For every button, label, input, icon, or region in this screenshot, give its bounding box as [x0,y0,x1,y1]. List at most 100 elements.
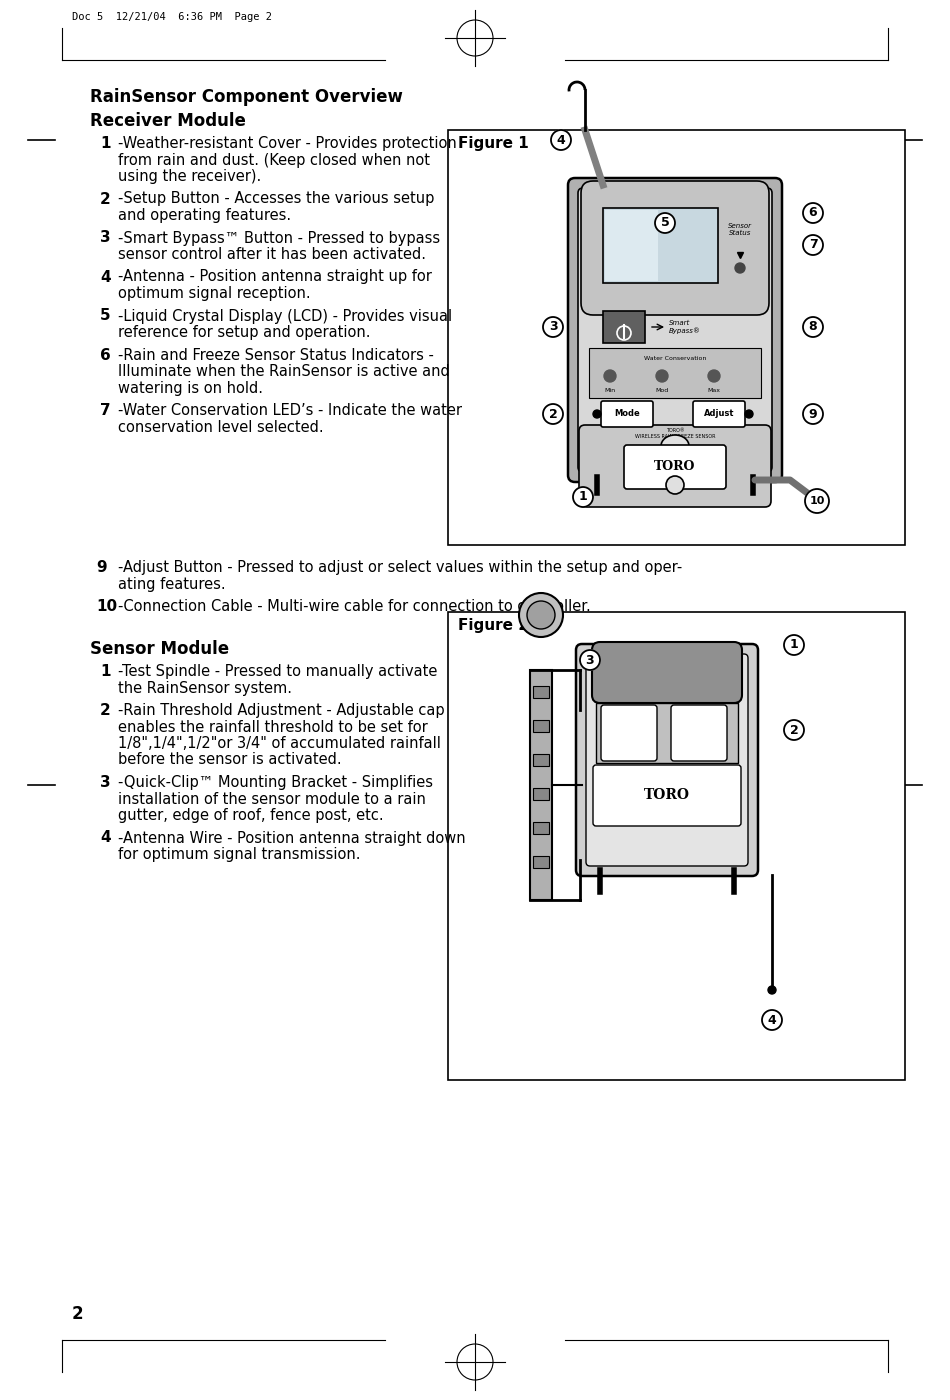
Ellipse shape [661,435,689,456]
Bar [589,349,761,398]
Text: 2: 2 [549,407,558,420]
Circle shape [803,316,823,337]
FancyBboxPatch shape [578,188,772,472]
Text: 5: 5 [100,308,110,323]
Bar [533,686,549,699]
FancyBboxPatch shape [624,445,726,489]
Text: from rain and dust. (Keep closed when not: from rain and dust. (Keep closed when no… [118,153,430,168]
Text: -Antenna Wire - Position antenna straight down: -Antenna Wire - Position antenna straigh… [118,830,466,846]
Text: 7: 7 [100,403,110,419]
Text: 1: 1 [100,136,110,151]
Text: 1: 1 [789,638,798,651]
Text: 3: 3 [100,776,110,790]
Text: 2: 2 [100,703,111,718]
FancyBboxPatch shape [593,764,741,826]
Text: reference for setup and operation.: reference for setup and operation. [118,325,370,340]
Circle shape [655,213,675,232]
FancyBboxPatch shape [592,643,742,703]
Circle shape [803,405,823,424]
Text: ating features.: ating features. [118,577,226,591]
Text: -Quick-Clip™ Mounting Bracket - Simplifies: -Quick-Clip™ Mounting Bracket - Simplifi… [118,776,433,790]
Text: 2: 2 [72,1305,84,1323]
Circle shape [805,489,829,512]
Bar [448,130,905,545]
Circle shape [604,370,616,382]
Text: 3: 3 [549,321,558,333]
Text: -Water Conservation LED’s - Indicate the water: -Water Conservation LED’s - Indicate the… [118,403,462,419]
Text: using the receiver).: using the receiver). [118,169,261,183]
FancyBboxPatch shape [581,181,769,315]
Text: 1: 1 [579,490,587,504]
Circle shape [768,986,776,994]
Text: -Rain Threshold Adjustment - Adjustable cap: -Rain Threshold Adjustment - Adjustable … [118,703,445,718]
Text: Sensor Module: Sensor Module [90,640,229,658]
Text: Mod: Mod [656,388,669,393]
Text: -Setup Button - Accesses the various setup: -Setup Button - Accesses the various set… [118,192,434,206]
FancyBboxPatch shape [576,644,758,876]
Bar [533,755,549,766]
Text: 10: 10 [809,496,825,505]
Bar [533,822,549,834]
Text: optimum signal reception.: optimum signal reception. [118,286,311,301]
Text: 1/8",1/4",1/2"or 3/4" of accumulated rainfall: 1/8",1/4",1/2"or 3/4" of accumulated rai… [118,736,441,750]
FancyBboxPatch shape [579,426,771,507]
Circle shape [745,410,753,419]
Text: Illuminate when the RainSensor is active and: Illuminate when the RainSensor is active… [118,364,449,379]
Circle shape [656,370,668,382]
Text: 5: 5 [660,217,670,230]
Text: 1: 1 [100,664,110,679]
Text: 4: 4 [100,830,110,846]
Text: Mode: Mode [614,409,640,419]
Circle shape [543,316,563,337]
Text: 6: 6 [100,347,111,363]
Text: 4: 4 [100,269,110,284]
Text: Water Conservation: Water Conservation [644,356,706,361]
Bar [533,855,549,868]
Text: 2: 2 [100,192,111,206]
Circle shape [527,601,555,629]
Circle shape [580,650,600,671]
Text: 9: 9 [96,560,106,575]
Text: 4: 4 [768,1014,776,1026]
Text: -Connection Cable - Multi-wire cable for connection to controller.: -Connection Cable - Multi-wire cable for… [118,599,591,615]
Circle shape [762,1009,782,1030]
Text: -Antenna - Position antenna straight up for: -Antenna - Position antenna straight up … [118,269,432,284]
Text: 2: 2 [789,724,798,736]
Circle shape [551,130,571,150]
Text: installation of the sensor module to a rain: installation of the sensor module to a r… [118,791,426,806]
Bar [530,671,552,900]
Text: Figure 2: Figure 2 [458,617,529,633]
Text: TORO: TORO [644,788,690,802]
Text: Max: Max [708,388,720,393]
Text: RainSensor Component Overview: RainSensor Component Overview [90,88,403,106]
Text: 6: 6 [808,206,817,220]
Text: Receiver Module: Receiver Module [90,112,246,130]
Text: -Liquid Crystal Display (LCD) - Provides visual: -Liquid Crystal Display (LCD) - Provides… [118,308,452,323]
Text: 9: 9 [808,407,817,420]
Circle shape [543,405,563,424]
Circle shape [519,594,563,637]
Text: 10: 10 [96,599,117,615]
Text: sensor control after it has been activated.: sensor control after it has been activat… [118,246,426,262]
FancyBboxPatch shape [693,400,745,427]
Bar [603,209,718,283]
Text: -Smart Bypass™ Button - Pressed to bypass: -Smart Bypass™ Button - Pressed to bypas… [118,231,440,245]
Circle shape [784,636,804,655]
Bar [533,788,549,799]
Text: conservation level selected.: conservation level selected. [118,420,324,434]
Text: the RainSensor system.: the RainSensor system. [118,680,292,696]
Text: before the sensor is activated.: before the sensor is activated. [118,753,342,767]
Text: Doc 5  12/21/04  6:36 PM  Page 2: Doc 5 12/21/04 6:36 PM Page 2 [72,13,272,22]
Text: Smart
Bypass®: Smart Bypass® [669,321,701,335]
Bar [605,210,658,281]
Bar [596,703,738,763]
Text: -Adjust Button - Pressed to adjust or select values within the setup and oper-: -Adjust Button - Pressed to adjust or se… [118,560,682,575]
Text: TORO: TORO [655,461,695,473]
Text: enables the rainfall threshold to be set for: enables the rainfall threshold to be set… [118,720,428,735]
Circle shape [593,410,601,419]
Circle shape [708,370,720,382]
Text: 3: 3 [100,231,110,245]
Bar [533,720,549,732]
Bar [448,612,905,1079]
FancyBboxPatch shape [568,178,782,482]
